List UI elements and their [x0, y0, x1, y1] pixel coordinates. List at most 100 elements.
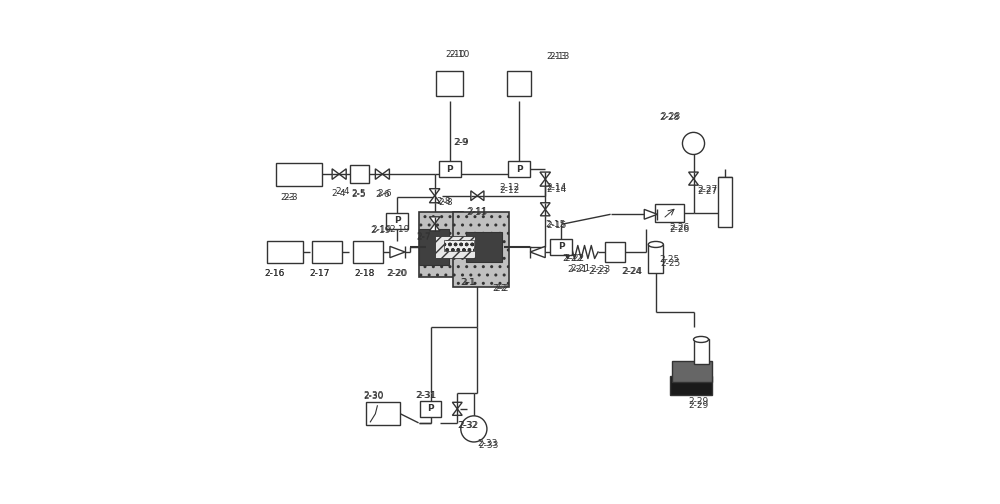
Bar: [276, 162, 322, 185]
Ellipse shape: [648, 241, 663, 247]
Text: 2-17: 2-17: [309, 269, 329, 278]
Text: 2-8: 2-8: [436, 197, 451, 206]
Bar: [419, 229, 449, 265]
Text: 2-32: 2-32: [458, 421, 478, 430]
Bar: [718, 176, 732, 227]
Text: 2-10: 2-10: [446, 50, 466, 59]
Bar: [550, 239, 572, 255]
Text: 2-5: 2-5: [351, 188, 366, 198]
Polygon shape: [540, 209, 550, 216]
Bar: [435, 236, 475, 258]
Polygon shape: [375, 169, 382, 179]
Circle shape: [682, 133, 705, 155]
Bar: [386, 213, 408, 229]
Text: 2-10: 2-10: [450, 50, 470, 59]
Text: 2-9: 2-9: [454, 138, 469, 147]
Bar: [353, 241, 383, 263]
Polygon shape: [644, 209, 657, 219]
Polygon shape: [477, 191, 484, 201]
Text: 2-19: 2-19: [389, 225, 410, 234]
Text: 2-9: 2-9: [453, 138, 468, 147]
Text: 2-6: 2-6: [375, 190, 390, 199]
Text: 2-32: 2-32: [457, 421, 477, 430]
Text: 2-11: 2-11: [466, 208, 487, 217]
Text: P: P: [394, 216, 400, 225]
Polygon shape: [689, 172, 698, 178]
Text: 2-24: 2-24: [622, 267, 642, 276]
Text: 2-6: 2-6: [377, 188, 392, 198]
Text: 2-7: 2-7: [416, 233, 431, 242]
Bar: [420, 401, 441, 417]
Text: 2-25: 2-25: [661, 259, 681, 268]
Bar: [648, 244, 663, 273]
Text: 2-2: 2-2: [494, 284, 509, 293]
Text: 2-13: 2-13: [547, 52, 567, 61]
Text: 2-33: 2-33: [477, 439, 498, 449]
Text: 2-31: 2-31: [415, 391, 436, 400]
Text: 2-22: 2-22: [563, 254, 583, 263]
Bar: [444, 240, 474, 251]
Text: 2-25: 2-25: [659, 255, 680, 264]
Text: 2-27: 2-27: [697, 187, 717, 196]
Text: 2-14: 2-14: [546, 183, 566, 192]
Text: 2-33: 2-33: [479, 441, 499, 450]
Text: 2-30: 2-30: [363, 392, 384, 401]
Bar: [453, 212, 509, 287]
Polygon shape: [452, 402, 462, 409]
Text: 2-23: 2-23: [588, 267, 608, 276]
Text: 2-15: 2-15: [545, 220, 565, 229]
Bar: [439, 161, 461, 177]
Bar: [419, 212, 463, 277]
Text: 2-21: 2-21: [568, 265, 588, 274]
Text: 2-5: 2-5: [351, 190, 366, 199]
Text: 2-16: 2-16: [265, 269, 285, 278]
Polygon shape: [429, 196, 440, 203]
Text: 2-18: 2-18: [354, 269, 374, 278]
Text: 2-13: 2-13: [549, 52, 569, 61]
Bar: [350, 165, 369, 183]
Text: 2-29: 2-29: [688, 401, 709, 410]
Text: 2-1: 2-1: [460, 278, 475, 287]
Text: 2-19: 2-19: [370, 226, 391, 235]
Bar: [655, 204, 684, 222]
Text: P: P: [427, 404, 434, 413]
Text: 2-26: 2-26: [670, 225, 690, 234]
Text: 2-12: 2-12: [499, 186, 519, 195]
Bar: [508, 161, 530, 177]
Bar: [672, 361, 712, 382]
Text: 2-1: 2-1: [461, 278, 476, 287]
Bar: [507, 71, 531, 96]
Polygon shape: [452, 409, 462, 415]
Text: 2-3: 2-3: [281, 193, 295, 202]
Polygon shape: [390, 246, 405, 258]
Text: 2-7: 2-7: [416, 232, 431, 241]
Bar: [670, 375, 712, 395]
Text: 2-21: 2-21: [570, 264, 591, 273]
Text: 2-30: 2-30: [363, 391, 384, 400]
Text: 2-11: 2-11: [467, 207, 488, 216]
Polygon shape: [332, 169, 339, 179]
Text: 2-22: 2-22: [564, 254, 584, 263]
Polygon shape: [689, 178, 698, 185]
Text: 2-20: 2-20: [387, 269, 408, 278]
Polygon shape: [382, 169, 389, 179]
Text: 2-2: 2-2: [493, 284, 507, 293]
Text: P: P: [516, 165, 522, 173]
Text: 2-23: 2-23: [590, 265, 611, 274]
Text: 2-19: 2-19: [372, 225, 392, 234]
Polygon shape: [429, 217, 440, 224]
Polygon shape: [540, 203, 550, 209]
Text: 2-4: 2-4: [331, 188, 345, 198]
Text: 2-12: 2-12: [499, 183, 519, 192]
Polygon shape: [429, 188, 440, 196]
Text: 2-16: 2-16: [265, 269, 285, 278]
Text: 2-3: 2-3: [283, 193, 298, 202]
Polygon shape: [540, 172, 551, 179]
Text: 2-4: 2-4: [335, 187, 349, 196]
Circle shape: [461, 416, 487, 442]
Text: P: P: [558, 242, 565, 251]
Bar: [436, 71, 463, 96]
Bar: [366, 402, 400, 425]
Text: 2-28: 2-28: [661, 112, 681, 121]
Text: 2-15: 2-15: [546, 221, 566, 230]
